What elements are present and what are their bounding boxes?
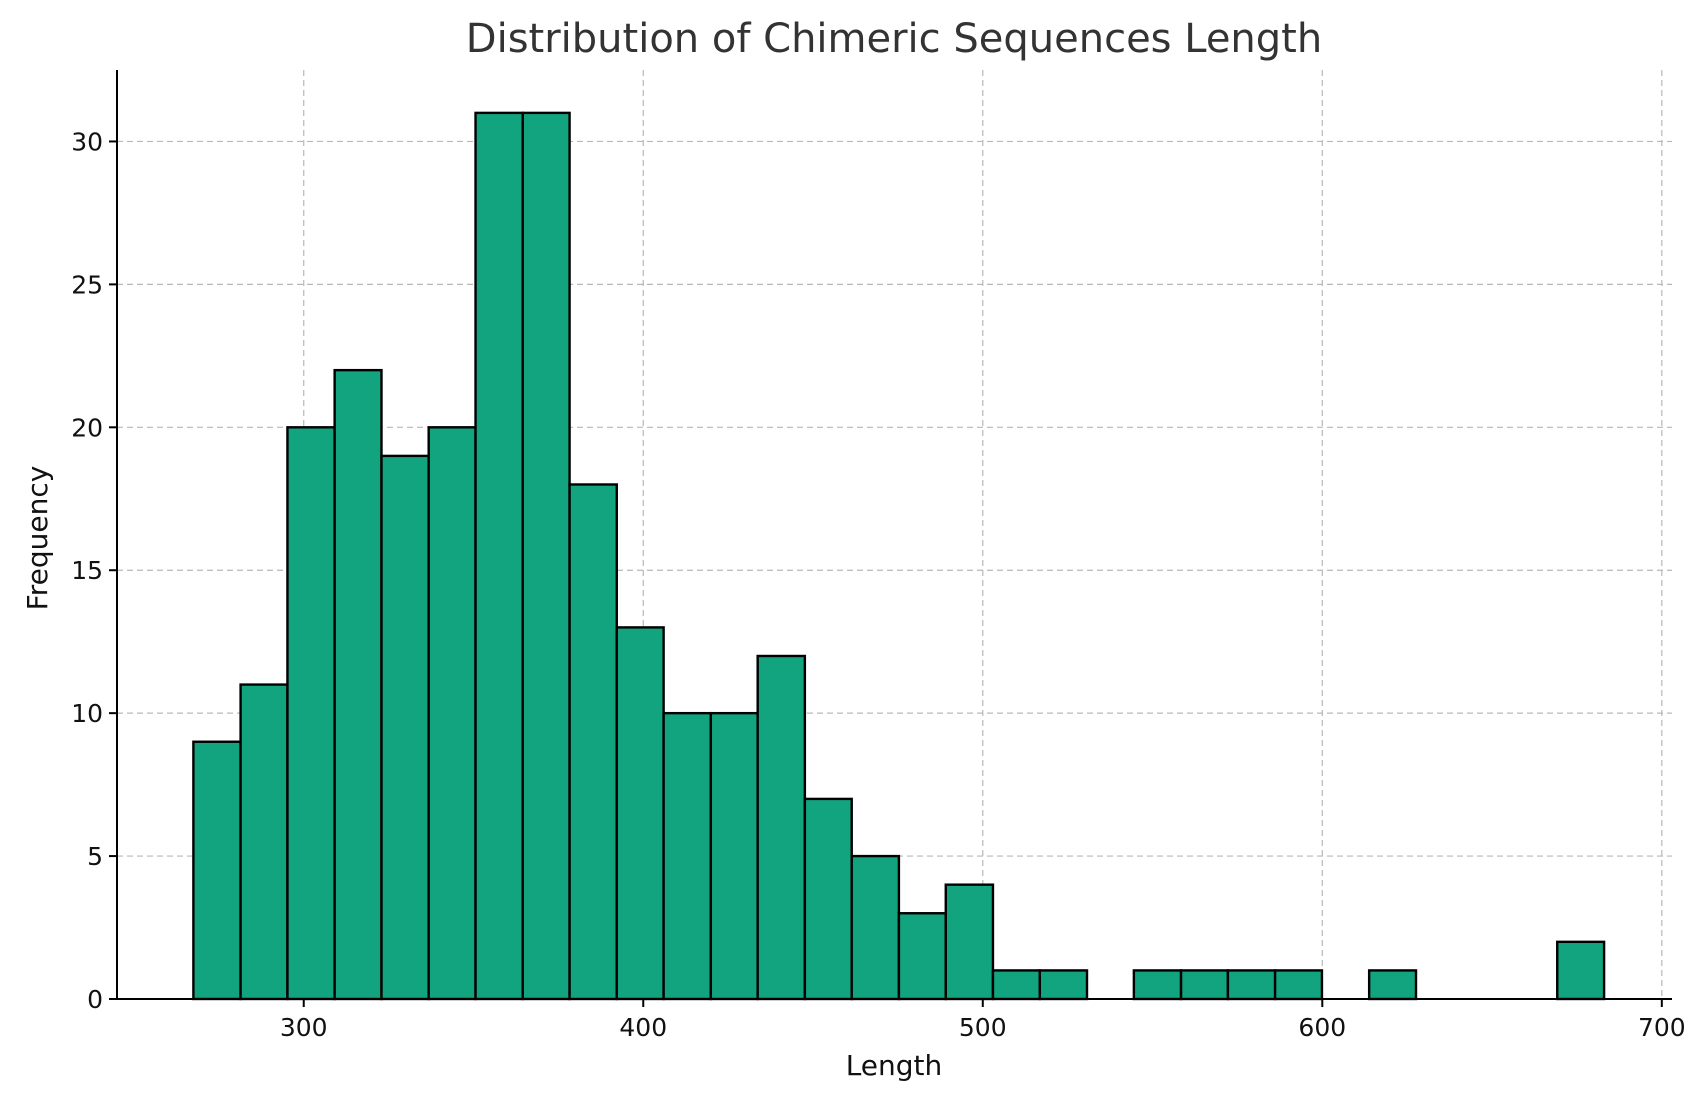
histogram-bar-5 (427, 426, 477, 1001)
histogram-bar-3 (333, 368, 383, 1001)
x-tick-label-600: 600 (1298, 1013, 1346, 1042)
histogram-bar-29 (1556, 940, 1606, 1001)
chart-title: Distribution of Chimeric Sequences Lengt… (466, 16, 1322, 62)
histogram-bar-18 (1038, 969, 1089, 1001)
histogram-bar-13 (803, 797, 853, 1001)
histogram-bar-10 (662, 711, 713, 1001)
histogram-bar-9 (615, 626, 665, 1001)
histogram-bar-15 (897, 912, 947, 1001)
histogram-bar-6 (474, 111, 524, 1001)
histogram-bar-12 (756, 654, 807, 1001)
histogram-bar-20 (1132, 969, 1183, 1001)
x-tick-label-300: 300 (280, 1013, 328, 1042)
x-tick-label-500: 500 (959, 1013, 1007, 1042)
histogram-bar-11 (709, 711, 759, 1001)
y-tick-label-10: 10 (71, 699, 103, 728)
bars (192, 111, 1606, 1001)
histogram-bar-21 (1179, 969, 1230, 1001)
y-tick-label-30: 30 (71, 127, 103, 156)
y-tick-label-25: 25 (71, 270, 103, 299)
histogram-bar-1 (239, 683, 289, 1001)
histogram-bar-7 (521, 111, 571, 1001)
histogram-bar-0 (192, 740, 242, 1001)
histogram-bar-23 (1273, 969, 1324, 1001)
ticks: 300 400 500 600 700 0 5 10 15 20 25 30 (71, 127, 1685, 1042)
y-axis-label: Frequency (21, 466, 54, 611)
histogram-bar-25 (1367, 969, 1418, 1001)
y-tick-label-0: 0 (87, 985, 103, 1014)
y-tick-label-20: 20 (71, 413, 103, 442)
histogram-bar-4 (380, 454, 430, 1001)
x-axis-label: Length (846, 1049, 943, 1082)
histogram-bar-22 (1226, 969, 1277, 1001)
x-tick-label-700: 700 (1638, 1013, 1686, 1042)
histogram-bar-8 (568, 483, 618, 1001)
x-tick-label-400: 400 (619, 1013, 667, 1042)
histogram-bar-2 (286, 426, 336, 1001)
histogram-bar-16 (944, 883, 995, 1001)
y-tick-label-5: 5 (87, 842, 103, 871)
axes (116, 70, 1672, 1000)
y-tick-label-15: 15 (71, 556, 103, 585)
histogram-bar-14 (850, 854, 901, 1001)
histogram-bar-17 (991, 969, 1042, 1001)
